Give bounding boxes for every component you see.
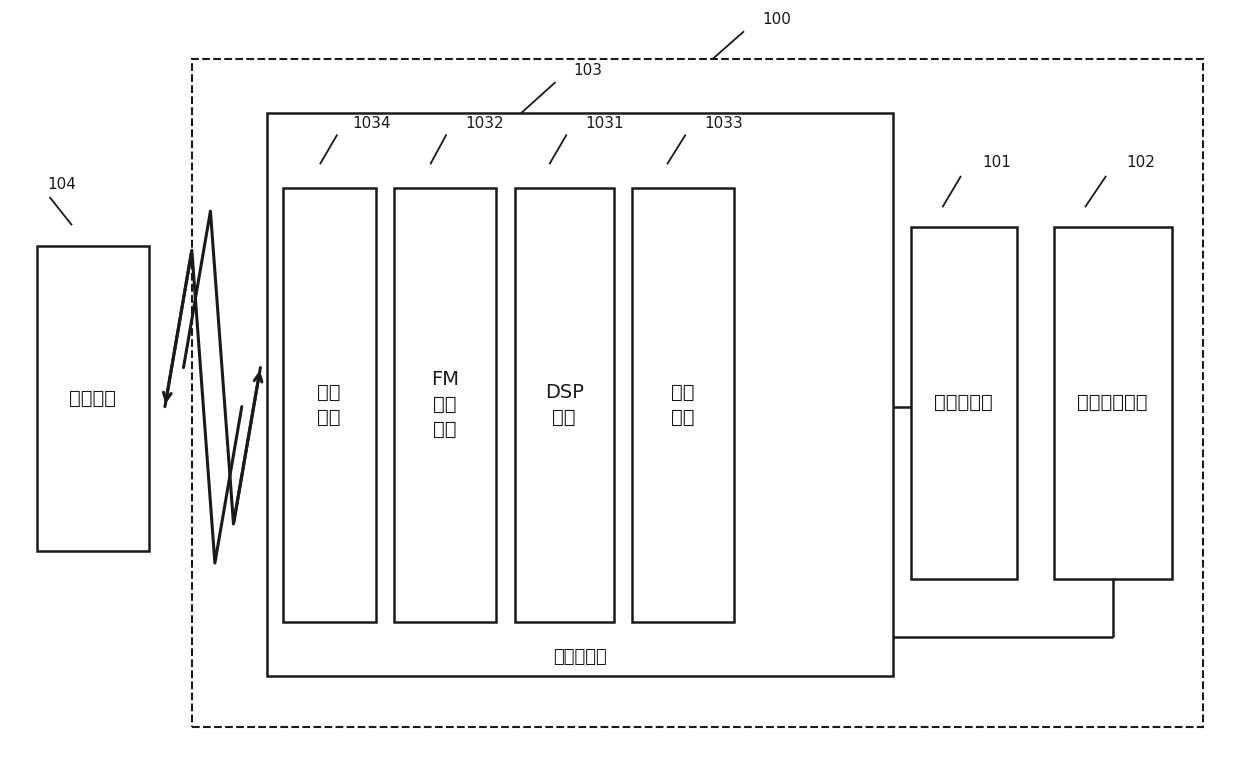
Text: 转速采集装置: 转速采集装置 — [1078, 393, 1147, 412]
Text: DSP
芯片: DSP 芯片 — [544, 382, 584, 427]
Bar — [632, 188, 734, 622]
Bar — [515, 188, 614, 622]
Bar — [192, 59, 1203, 727]
Text: 1032: 1032 — [465, 116, 503, 131]
Text: 101: 101 — [982, 156, 1011, 170]
Bar — [394, 188, 496, 622]
Bar — [1054, 227, 1172, 579]
Text: 100: 100 — [763, 13, 791, 27]
Bar — [37, 246, 149, 551]
Bar — [911, 227, 1017, 579]
Text: 102: 102 — [1126, 156, 1154, 170]
Text: FM
发射
芯片: FM 发射 芯片 — [432, 370, 459, 439]
Text: 1033: 1033 — [704, 116, 743, 131]
Text: 1034: 1034 — [352, 116, 391, 131]
Text: 误差麦克风: 误差麦克风 — [934, 393, 993, 412]
Text: 降噪控制器: 降噪控制器 — [553, 648, 608, 666]
Bar — [283, 188, 376, 622]
Text: 104: 104 — [47, 177, 76, 192]
Text: 103: 103 — [573, 63, 601, 78]
Text: 存储
芯片: 存储 芯片 — [672, 382, 694, 427]
Text: 1031: 1031 — [585, 116, 624, 131]
Text: 蓝牙
芯片: 蓝牙 芯片 — [317, 382, 341, 427]
Text: 智能终端: 智能终端 — [69, 389, 117, 408]
Bar — [267, 113, 893, 676]
